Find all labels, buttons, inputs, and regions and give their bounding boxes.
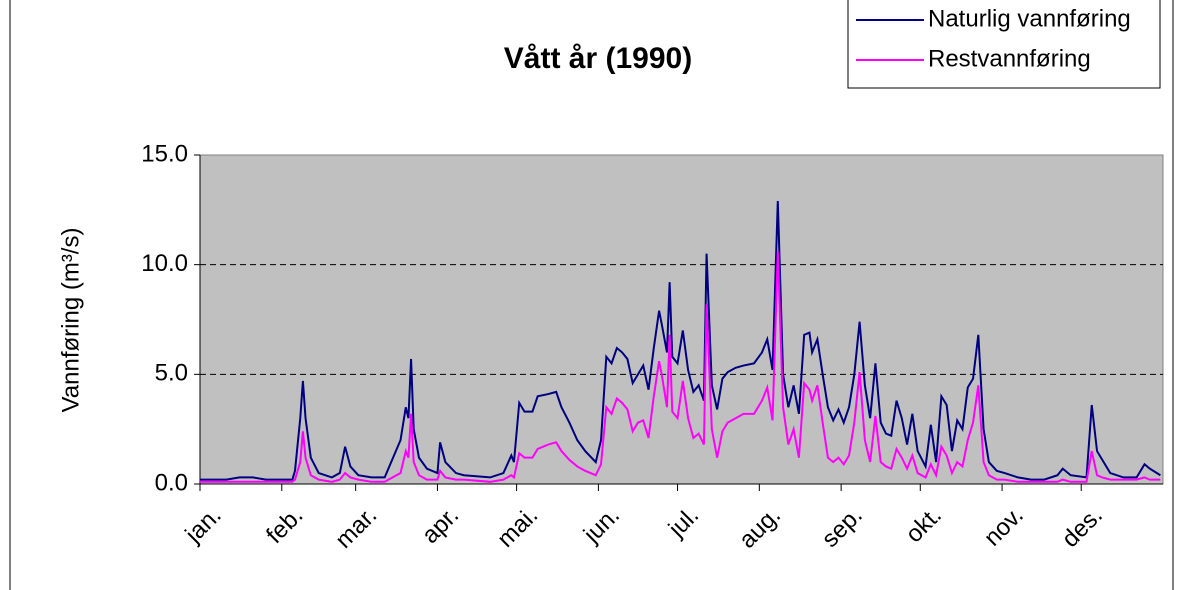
legend-label: Restvannføring bbox=[928, 45, 1091, 72]
plot-area bbox=[199, 154, 1164, 485]
chart-title: Vått år (1990) bbox=[504, 42, 692, 75]
y-tick-label: 0.0 bbox=[155, 469, 188, 496]
y-axis-label: Vannføring (m³/s) bbox=[57, 228, 84, 413]
y-tick-label: 15.0 bbox=[141, 140, 188, 167]
legend-box bbox=[847, 0, 1161, 89]
line-series bbox=[200, 251, 1161, 483]
y-tick-label: 10.0 bbox=[141, 250, 188, 277]
y-tick-label: 5.0 bbox=[155, 360, 188, 387]
legend-label: Naturlig vannføring bbox=[928, 5, 1131, 32]
